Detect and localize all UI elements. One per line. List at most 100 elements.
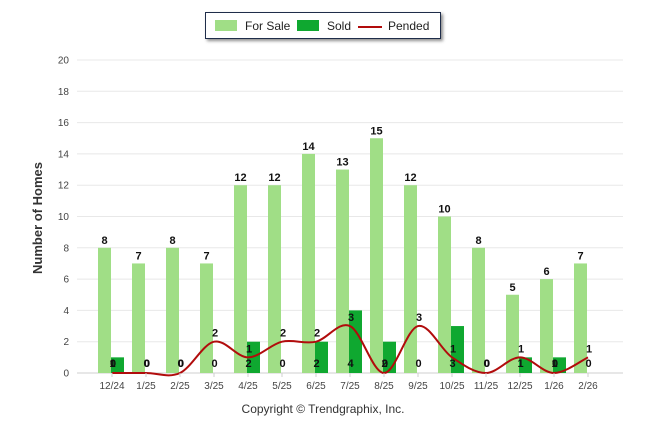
bar-sold (519, 357, 532, 373)
data-label-for-sale: 7 (135, 250, 141, 262)
bar-for-sale (302, 153, 315, 373)
bar-for-sale (98, 247, 111, 373)
legend-label-pended: Pended (388, 19, 430, 33)
data-label-for-sale: 5 (509, 282, 515, 294)
x-tick-label: 5/25 (272, 381, 292, 392)
data-label-pended: 3 (348, 312, 354, 324)
bar-for-sale (506, 294, 519, 373)
data-label-for-sale: 10 (438, 204, 450, 216)
bar-for-sale (268, 185, 281, 373)
data-label-pended: 1 (518, 343, 524, 355)
legend-swatch-sold (297, 20, 319, 31)
x-tick-label: 7/25 (340, 381, 360, 392)
x-tick-label: 11/25 (474, 381, 499, 392)
legend: For Sale Sold Pended (205, 12, 441, 39)
bar-for-sale (166, 247, 179, 373)
data-label-sold: 0 (143, 358, 149, 370)
bars (98, 138, 587, 373)
data-label-sold: 2 (313, 358, 319, 370)
bar-for-sale (336, 169, 349, 373)
data-label-pended: 2 (280, 328, 286, 340)
data-label-pended: 1 (450, 343, 456, 355)
bar-sold (111, 357, 124, 373)
y-tick-label: 14 (58, 149, 70, 160)
data-label-pended: 2 (314, 328, 320, 340)
data-label-pended: 0 (382, 358, 388, 370)
data-label-pended: 1 (586, 343, 592, 355)
y-tick-label: 12 (58, 181, 70, 192)
y-tick-label: 6 (63, 275, 69, 286)
x-tick-label: 2/26 (578, 381, 598, 392)
data-label-for-sale: 7 (577, 250, 583, 262)
y-tick-label: 20 (58, 56, 70, 67)
legend-swatch-for-sale (215, 20, 237, 31)
data-label-pended: 0 (178, 358, 184, 370)
data-label-sold: 0 (415, 358, 421, 370)
data-label-sold: 4 (347, 358, 354, 370)
data-label-sold: 0 (279, 358, 285, 370)
bar-for-sale (370, 138, 383, 373)
x-tick-label: 1/26 (544, 381, 564, 392)
data-label-sold: 0 (177, 358, 183, 370)
bar-for-sale (200, 263, 213, 373)
data-label-sold: 2 (245, 358, 251, 370)
data-label-pended: 0 (552, 358, 558, 370)
data-label-for-sale: 13 (336, 157, 348, 169)
x-tick-label: 4/25 (238, 381, 258, 392)
copyright-text: Copyright © Trendgraphix, Inc. (241, 402, 405, 416)
data-label-sold: 0 (483, 358, 489, 370)
data-label-for-sale: 7 (203, 250, 209, 262)
bar-sold (349, 310, 362, 373)
x-tick-label: 10/25 (439, 381, 464, 392)
bar-for-sale (472, 247, 485, 373)
data-label-sold: 1 (551, 358, 557, 370)
y-tick-label: 2 (63, 337, 69, 348)
bar-sold (315, 341, 328, 373)
x-tick-label: 1/25 (136, 381, 156, 392)
bar-sold (451, 326, 464, 373)
x-tick-label: 3/25 (204, 381, 224, 392)
data-label-for-sale: 12 (268, 172, 280, 184)
data-label-for-sale: 6 (543, 266, 549, 278)
data-label-pended: 0 (144, 358, 150, 370)
bar-sold (553, 357, 566, 373)
bar-for-sale (438, 216, 451, 373)
legend-label-for-sale: For Sale (245, 19, 291, 33)
data-label-for-sale: 15 (370, 125, 382, 137)
pended-line (112, 324, 589, 377)
data-label-for-sale: 12 (404, 172, 416, 184)
pended-series-line (112, 324, 589, 377)
bar-for-sale (574, 263, 587, 373)
y-tick-label: 8 (63, 243, 69, 254)
data-label-for-sale: 12 (234, 172, 246, 184)
data-label-pended: 1 (246, 343, 252, 355)
data-label-sold: 1 (109, 358, 115, 370)
bar-for-sale (132, 263, 145, 373)
data-label-sold: 0 (585, 358, 591, 370)
data-label-pended: 2 (212, 328, 218, 340)
legend-label-sold: Sold (327, 19, 352, 33)
bar-for-sale (234, 185, 247, 373)
x-tick-label: 9/25 (408, 381, 428, 392)
data-label-pended: 3 (416, 312, 422, 324)
x-tick-label: 6/25 (306, 381, 326, 392)
bar-for-sale (404, 185, 417, 373)
y-tick-label: 16 (58, 118, 70, 129)
y-axis-ticks: 0 2 4 6 8 10 12 14 16 18 20 (58, 56, 70, 380)
x-tick-label: 8/25 (374, 381, 394, 392)
bar-for-sale (540, 279, 553, 373)
y-tick-label: 4 (63, 306, 69, 317)
data-label-sold: 2 (381, 358, 387, 370)
legend-swatch-pended (358, 26, 382, 28)
data-label-pended: 0 (484, 358, 490, 370)
bar-sold (247, 341, 260, 373)
y-tick-label: 0 (63, 369, 69, 380)
data-label-sold: 1 (517, 358, 523, 370)
data-label-for-sale: 8 (169, 235, 175, 247)
x-tick-label: 12/25 (507, 381, 532, 392)
data-label-sold: 0 (211, 358, 217, 370)
data-label-pended: 0 (110, 358, 116, 370)
data-label-for-sale: 8 (475, 235, 481, 247)
